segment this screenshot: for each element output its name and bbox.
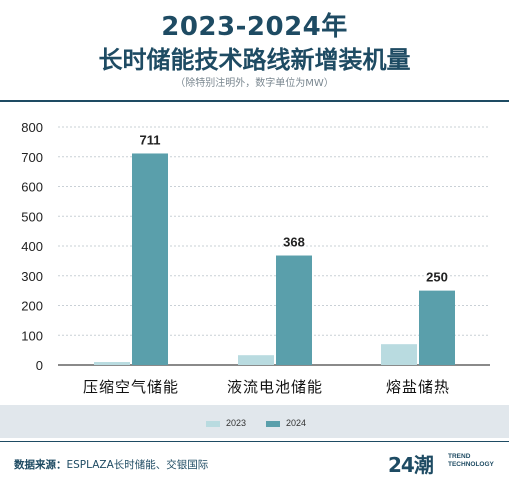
brand-line-2: TECHNOLOGY xyxy=(448,461,494,468)
chart-title: 长时储能技术路线新增装机量 xyxy=(98,46,411,74)
bar-2023-1 xyxy=(238,355,274,365)
legend-label-2024: 2024 xyxy=(286,418,307,428)
legend-band xyxy=(0,405,509,438)
legend-swatch-2023 xyxy=(206,420,220,427)
bar-2023-0 xyxy=(94,362,130,365)
bar-2023-2 xyxy=(381,344,417,365)
brand-logo: 24潮 TREND TECHNOLOGY xyxy=(388,449,500,477)
y-tick-label: 0 xyxy=(36,358,43,373)
source-label: 数据来源： xyxy=(14,459,67,471)
bar-2024-1 xyxy=(276,255,312,365)
y-tick-label: 500 xyxy=(21,209,43,224)
legend-label-2023: 2023 xyxy=(226,418,247,428)
y-tick-label: 200 xyxy=(21,299,43,314)
data-label: 368 xyxy=(283,235,305,250)
brand-line-1: TREND xyxy=(448,453,471,460)
y-tick-label: 300 xyxy=(21,269,43,284)
header-divider xyxy=(0,100,509,102)
bar-2024-0 xyxy=(132,153,168,365)
category-label: 压缩空气储能 xyxy=(83,378,179,396)
y-tick-label: 800 xyxy=(21,120,43,135)
chart-title-year: 2023-2024年 xyxy=(161,12,348,42)
footer-divider xyxy=(0,441,509,442)
brand-number: 24潮 xyxy=(388,453,434,477)
data-label: 250 xyxy=(426,270,448,285)
data-label: 711 xyxy=(140,132,161,147)
legend-item-2024: 2024 xyxy=(266,418,306,428)
source-text: ESPLAZA长时储能、交银国际 xyxy=(66,459,209,471)
unit-note: （除特别注明外，数字单位为MW） xyxy=(175,78,334,89)
y-tick-label: 700 xyxy=(21,150,43,165)
category-label: 液流电池储能 xyxy=(227,378,323,396)
y-tick-label: 400 xyxy=(21,239,43,254)
category-label: 熔盐储热 xyxy=(386,378,450,396)
y-tick-label: 100 xyxy=(21,328,43,343)
legend-item-2023: 2023 xyxy=(206,418,246,428)
bar-chart: 0 100 200 300 400 500 600 700 800 711 368 250 压缩空气储能… xyxy=(21,120,490,396)
data-source: 数据来源：ESPLAZA长时储能、交银国际 xyxy=(14,457,208,472)
y-tick-label: 600 xyxy=(21,180,43,195)
bar-2024-2 xyxy=(419,290,455,365)
legend-swatch-2024 xyxy=(266,420,280,427)
